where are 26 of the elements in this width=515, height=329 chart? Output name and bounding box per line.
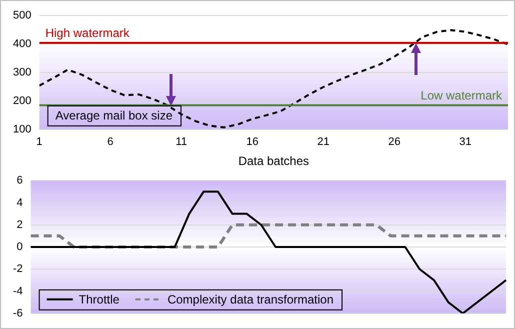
x-tick-label: 1 — [36, 136, 42, 148]
y-tick-label: -4 — [13, 285, 23, 298]
x-axis-title: Data batches — [238, 154, 310, 168]
legend-label: Throttle — [78, 292, 120, 307]
legend-label: Complexity data transformation — [167, 292, 334, 307]
y-tick-label: 0 — [16, 241, 23, 254]
y-tick-label: -6 — [13, 307, 23, 320]
y-tick-label: 300 — [12, 66, 32, 79]
y-tick-label: 6 — [16, 174, 23, 187]
y-tick-label: 4 — [16, 196, 23, 209]
x-tick-label: 11 — [176, 136, 188, 148]
x-tick-label: 21 — [317, 136, 330, 148]
y-tick-label: -2 — [13, 263, 23, 276]
y-tick-label: 400 — [12, 38, 32, 50]
y-tick-label: 2 — [16, 218, 23, 231]
series-label: Average mail box size — [55, 108, 173, 123]
line-series — [39, 29, 508, 128]
ref-line-label: Low watermark — [420, 88, 503, 103]
x-tick-label: 16 — [246, 136, 258, 148]
x-tick-label: 31 — [459, 136, 472, 148]
y-tick-label: 200 — [12, 94, 32, 107]
x-tick-label: 26 — [388, 136, 401, 148]
ref-line-label: High watermark — [45, 26, 130, 40]
y-tick-label: 500 — [12, 10, 32, 22]
y-tick-label: 100 — [12, 123, 32, 136]
x-tick-label: 6 — [107, 136, 114, 148]
